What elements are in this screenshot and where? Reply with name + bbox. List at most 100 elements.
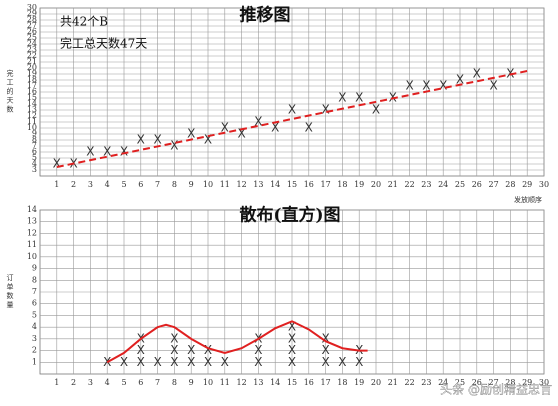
point: X	[305, 121, 313, 135]
count-stack: X	[338, 355, 346, 369]
x-tick-label: 14	[270, 180, 280, 189]
x-tick-label: 29	[522, 180, 532, 189]
x-tick-label: 23	[421, 378, 431, 387]
y-tick-label: 10	[27, 123, 37, 132]
x-tick-label: 3	[88, 378, 93, 387]
x-tick-label: 14	[270, 378, 280, 387]
point: X	[422, 79, 430, 93]
watermark: 头条 @励创精益忠言	[440, 383, 552, 397]
x-tick-label: 6	[138, 378, 143, 387]
point: X	[153, 133, 161, 147]
y-tick-label: 16	[27, 87, 37, 96]
point: X	[338, 91, 346, 105]
x-tick-label: 24	[438, 180, 448, 189]
y-tick-label: 3	[32, 334, 37, 343]
count-stack: X	[153, 355, 161, 369]
chart-title: 散布(直方)图	[239, 205, 340, 226]
count-stack: XX	[355, 343, 363, 369]
y-tick-label: 17	[27, 81, 37, 90]
tally-mark: X	[254, 355, 262, 369]
y-tick-label: 29	[27, 9, 37, 18]
y-tick-label: 12	[27, 228, 37, 237]
point: X	[271, 121, 279, 135]
y-tick-label: 24	[27, 39, 37, 48]
x-tick-label: 21	[388, 378, 398, 387]
tally-mark: X	[321, 331, 329, 345]
y-tick-label: 13	[27, 105, 37, 114]
x-tick-label: 18	[337, 180, 347, 189]
x-tick-label: 15	[287, 180, 297, 189]
tally-mark: X	[288, 331, 296, 345]
y-tick-label: 11	[27, 117, 37, 126]
tally-mark: X	[204, 343, 212, 357]
x-tick-label: 25	[455, 378, 465, 387]
x-tick-label: 12	[237, 180, 247, 189]
tally-mark: X	[170, 343, 178, 357]
x-tick-label: 19	[354, 378, 364, 387]
tally-mark: X	[338, 355, 346, 369]
point: X	[86, 145, 94, 159]
tally-mark: X	[288, 320, 296, 334]
x-tick-label: 30	[539, 180, 549, 189]
tally-mark: X	[153, 355, 161, 369]
x-tick-label: 4	[105, 180, 110, 189]
y-tick-label: 22	[27, 51, 37, 60]
x-tick-label: 5	[121, 378, 126, 387]
point: X	[170, 139, 178, 153]
y-tick-label: 4	[32, 159, 37, 168]
point: X	[473, 67, 481, 81]
x-tick-label: 26	[472, 378, 482, 387]
count-stack: X	[221, 355, 229, 369]
point: X	[137, 133, 145, 147]
y-tick-label: 7	[32, 287, 37, 296]
x-tick-label: 29	[522, 378, 532, 387]
count-stack: XXX	[321, 331, 329, 368]
y-tick-label: 21	[27, 57, 37, 66]
y-tick-label: 23	[27, 45, 37, 54]
y-tick-label: 2	[32, 346, 37, 355]
x-tick-label: 17	[321, 180, 331, 189]
x-tick-label: 7	[155, 378, 160, 387]
tally-mark: X	[170, 331, 178, 345]
x-tick-label: 12	[237, 378, 247, 387]
x-tick-label: 16	[304, 180, 314, 189]
point: X	[221, 121, 229, 135]
x-tick-label: 10	[203, 378, 213, 387]
y-tick-label: 5	[32, 153, 37, 162]
y-tick-label: 26	[27, 27, 37, 36]
x-tick-label: 23	[421, 180, 431, 189]
point: X	[103, 145, 111, 159]
x-tick-label: 24	[438, 378, 448, 387]
tally-mark: X	[321, 343, 329, 357]
point: X	[439, 79, 447, 93]
tally-mark: X	[170, 355, 178, 369]
x-tick-label: 18	[337, 378, 347, 387]
count-stack: XX	[187, 343, 195, 369]
x-tick-label: 19	[354, 180, 364, 189]
point: X	[187, 127, 195, 141]
tally-mark: X	[221, 355, 229, 369]
tally-mark: X	[204, 355, 212, 369]
trend-line	[106, 320, 368, 364]
y-tick-label: 1	[32, 357, 37, 366]
tally-mark: X	[187, 355, 195, 369]
x-axis-label: 发放顺序	[514, 195, 542, 204]
point: X	[204, 133, 212, 147]
x-tick-label: 28	[505, 180, 515, 189]
y-axis-label: 订单数量	[6, 273, 14, 310]
x-tick-label: 5	[121, 180, 126, 189]
point: X	[288, 103, 296, 117]
tally-mark: X	[137, 355, 145, 369]
y-tick-label: 4	[32, 322, 37, 331]
y-tick-label: 13	[27, 217, 37, 226]
x-tick-label: 27	[489, 180, 499, 189]
point: X	[355, 91, 363, 105]
tally-mark: X	[288, 343, 296, 357]
y-tick-label: 12	[27, 111, 37, 120]
point: X	[372, 103, 380, 117]
x-tick-label: 9	[189, 180, 194, 189]
tally-mark: X	[137, 343, 145, 357]
x-tick-label: 21	[388, 180, 398, 189]
y-tick-label: 28	[27, 15, 37, 24]
